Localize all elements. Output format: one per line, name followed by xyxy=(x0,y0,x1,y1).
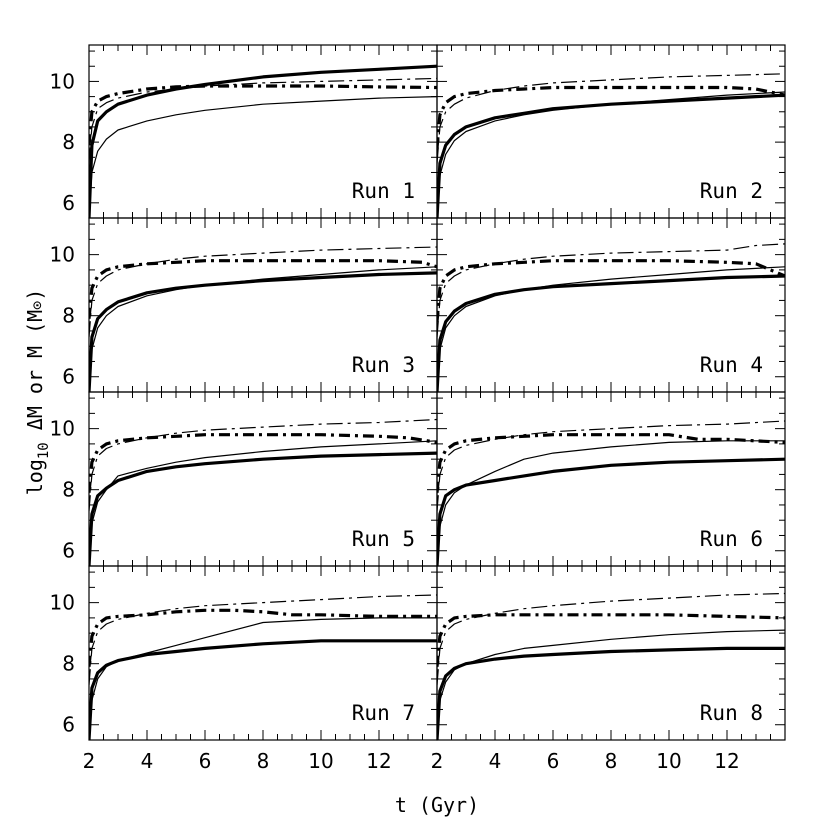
run-label: Run 5 xyxy=(352,527,415,551)
x-tick-label: 8 xyxy=(257,749,270,773)
y-axis-title-sub: 10 xyxy=(36,442,52,459)
series-thin-dashdot xyxy=(437,73,785,164)
y-tick-label: 6 xyxy=(62,713,75,737)
series-thick-dashdot xyxy=(89,608,437,667)
series-thin-dashdot xyxy=(89,77,437,164)
series-thick-dashdot xyxy=(89,84,437,146)
y-axis-title-log: log xyxy=(23,459,47,495)
series-group xyxy=(89,64,437,218)
x-tick-label: 4 xyxy=(141,749,154,773)
x-tick-label: 6 xyxy=(199,749,212,773)
series-group xyxy=(89,246,437,392)
series-thick-solid xyxy=(437,646,785,740)
y-tick-label: 6 xyxy=(62,191,75,215)
series-thin-dashdot xyxy=(89,594,437,686)
series-group xyxy=(89,594,437,740)
x-tick-label: 2 xyxy=(83,749,96,773)
run-label: Run 8 xyxy=(700,701,763,725)
series-thin-dashdot xyxy=(437,420,785,512)
panel-run-4: Run 4 xyxy=(436,217,786,393)
x-tick-label: 12 xyxy=(366,749,391,773)
run-label: Run 2 xyxy=(700,179,763,203)
series-thin-solid xyxy=(89,440,437,566)
series-thin-dashdot xyxy=(89,418,437,512)
panels: 6 8 10 Run 1 Run 2 6 8 10 Run 3 Run 4 6 8 10 Run 5 Run… xyxy=(50,44,786,773)
panel-run-2: Run 2 xyxy=(436,44,786,219)
run-label: Run 4 xyxy=(700,353,763,377)
panel-run-3: 6 8 10 Run 3 xyxy=(50,217,438,393)
run-label: Run 6 xyxy=(700,527,763,551)
series-thin-dashdot xyxy=(89,246,437,338)
series-thin-solid xyxy=(437,91,785,218)
series-thick-solid xyxy=(89,271,437,392)
sun-symbol: ⊙ xyxy=(28,301,46,310)
series-thick-dashdot xyxy=(89,259,437,319)
panel-run-7: 6 8 10 2 4 6 8 10 12 Run 7 xyxy=(50,565,438,773)
y-axis-title-rest: ΔM or M (M xyxy=(23,310,47,442)
x-tick-label: 2 xyxy=(431,749,444,773)
y-tick-label: 8 xyxy=(62,478,75,502)
y-tick-label: 6 xyxy=(62,539,75,563)
series-thin-solid xyxy=(437,440,785,566)
y-tick-label: 8 xyxy=(62,304,75,328)
series-group xyxy=(437,243,785,392)
x-tick-label: 8 xyxy=(605,749,618,773)
y-tick-label: 10 xyxy=(50,243,75,267)
run-label: Run 7 xyxy=(352,701,415,725)
y-axis-title: log10 ΔM or M (M⊙) xyxy=(23,289,52,496)
series-thin-solid xyxy=(89,266,437,392)
x-tick-label: 4 xyxy=(489,749,502,773)
series-thin-solid xyxy=(437,266,785,392)
panel-run-8: 2 4 6 8 10 12 Run 8 xyxy=(431,565,786,773)
series-group xyxy=(437,420,785,566)
series-thin-solid xyxy=(89,617,437,740)
series-thick-dashdot xyxy=(437,259,785,322)
y-tick-label: 10 xyxy=(50,591,75,615)
series-thin-dashdot xyxy=(437,243,785,338)
x-tick-label: 10 xyxy=(308,749,333,773)
run-label: Run 3 xyxy=(352,353,415,377)
series-thin-solid xyxy=(89,96,437,218)
x-tick-label: 6 xyxy=(547,749,560,773)
series-group xyxy=(89,418,437,566)
y-tick-label: 8 xyxy=(62,652,75,676)
series-thick-dashdot xyxy=(89,433,437,493)
series-thick-solid xyxy=(89,639,437,740)
panel-run-6: Run 6 xyxy=(436,391,786,567)
series-thick-dashdot xyxy=(437,85,785,149)
y-tick-label: 10 xyxy=(50,69,75,93)
y-tick-label: 8 xyxy=(62,130,75,154)
series-thin-dashdot xyxy=(437,592,785,686)
series-thick-dashdot xyxy=(437,433,785,493)
x-tick-label: 10 xyxy=(656,749,681,773)
x-axis-title: t (Gyr) xyxy=(395,793,479,817)
panel-run-5: 6 8 10 Run 5 xyxy=(50,391,438,567)
panel-run-1: 6 8 10 Run 1 xyxy=(50,44,438,219)
series-thick-solid xyxy=(89,64,437,218)
series-thin-solid xyxy=(437,629,785,740)
series-thick-solid xyxy=(437,93,785,218)
y-tick-label: 10 xyxy=(50,417,75,441)
series-thick-solid xyxy=(437,457,785,566)
x-tick-label: 12 xyxy=(714,749,739,773)
y-axis-title-end: ) xyxy=(23,289,47,301)
series-thick-dashdot xyxy=(437,613,785,667)
run-label: Run 1 xyxy=(352,179,415,203)
series-group xyxy=(437,73,785,218)
y-tick-label: 6 xyxy=(62,365,75,389)
series-group xyxy=(437,592,785,740)
series-thick-solid xyxy=(89,451,437,566)
series-thick-solid xyxy=(437,274,785,392)
